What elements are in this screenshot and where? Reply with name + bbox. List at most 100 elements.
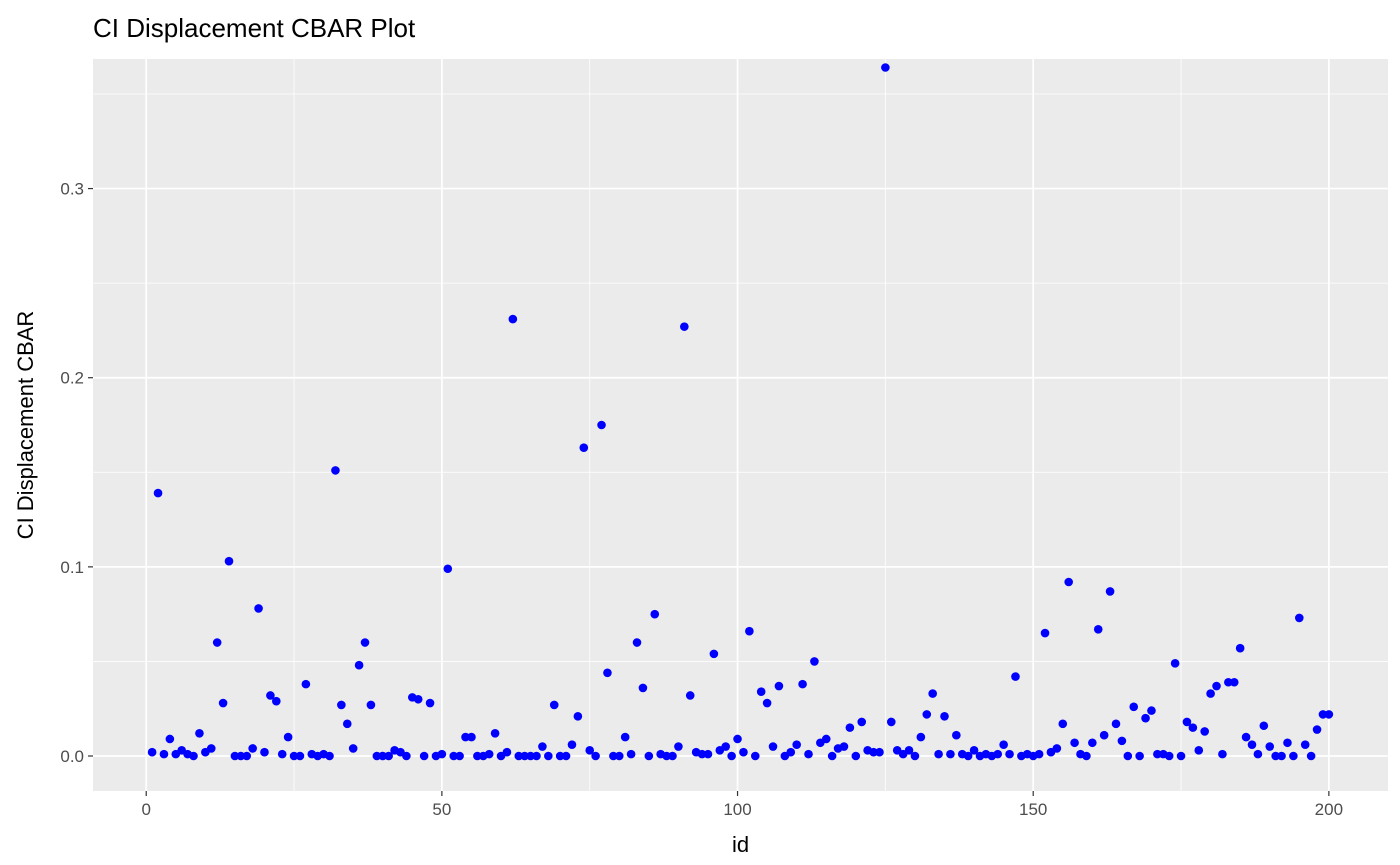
data-point (1153, 749, 1162, 759)
data-point (952, 730, 961, 740)
data-point (597, 420, 606, 430)
data-point (756, 687, 766, 696)
plot-panel (93, 59, 1388, 791)
data-point (1295, 613, 1304, 623)
data-point (1093, 624, 1103, 634)
data-point (567, 740, 577, 749)
data-point (1052, 744, 1062, 753)
data-point (301, 679, 311, 689)
data-point (1111, 719, 1121, 729)
data-point (768, 742, 778, 751)
data-point (845, 723, 855, 732)
data-point (810, 657, 819, 666)
data-point (609, 751, 618, 761)
data-point (283, 732, 293, 742)
data-point (745, 626, 754, 636)
data-point (484, 749, 494, 759)
data-point (792, 740, 801, 749)
data-point (1188, 723, 1198, 732)
data-point (668, 751, 677, 761)
data-point (904, 746, 914, 755)
data-point (626, 749, 636, 759)
data-point (821, 734, 831, 744)
data-point (549, 700, 559, 710)
data-point (674, 742, 683, 751)
data-point (910, 751, 920, 761)
data-point (1099, 730, 1109, 740)
data-point (1318, 710, 1328, 719)
data-point (969, 746, 979, 755)
data-point (502, 747, 512, 757)
data-point (1176, 751, 1186, 761)
x-tick-label: 200 (1315, 800, 1343, 819)
data-point (289, 751, 299, 761)
data-point (165, 734, 175, 744)
data-point (680, 322, 689, 331)
data-point (827, 751, 837, 761)
data-point (514, 751, 524, 761)
y-tick-label: 0.1 (60, 558, 84, 577)
data-point (774, 681, 784, 691)
data-point (561, 751, 571, 761)
data-point (348, 744, 358, 753)
y-axis-ticks: 0.0 0.1 0.2 0.3 (60, 180, 93, 766)
data-point (272, 696, 281, 706)
data-point (1005, 749, 1014, 759)
data-point (224, 556, 234, 566)
data-point (1306, 751, 1316, 761)
data-point (573, 711, 583, 721)
data-point (762, 698, 772, 708)
data-point (1170, 659, 1180, 668)
data-point (750, 751, 760, 761)
data-point (218, 698, 228, 708)
data-point (544, 751, 553, 761)
data-point (1141, 713, 1150, 723)
data-point (455, 751, 464, 761)
data-point (1058, 719, 1068, 729)
data-point (508, 314, 518, 324)
data-point (1229, 677, 1239, 687)
data-point (620, 732, 630, 742)
data-point (230, 751, 240, 761)
data-point (242, 751, 252, 761)
data-point (1040, 628, 1050, 638)
data-point (1324, 710, 1334, 719)
data-point (212, 638, 222, 647)
data-point (1011, 672, 1020, 681)
data-point (786, 747, 796, 757)
data-point (1064, 577, 1073, 587)
data-point (1147, 706, 1156, 715)
data-point (940, 711, 949, 721)
data-point (839, 742, 849, 751)
data-point (1200, 727, 1209, 736)
data-point (881, 63, 890, 72)
data-point (632, 638, 642, 647)
data-point (1182, 717, 1192, 727)
data-point (922, 710, 932, 719)
data-point (851, 751, 861, 761)
y-tick-label: 0.2 (60, 369, 84, 388)
data-point (1212, 681, 1221, 691)
y-axis-title: CI Displacement CBAR (13, 311, 38, 540)
data-point (644, 751, 654, 761)
data-point (538, 742, 547, 751)
x-axis-title: id (732, 832, 749, 857)
data-point (1247, 740, 1257, 749)
data-point (342, 719, 352, 729)
data-point (638, 683, 648, 693)
data-point (993, 749, 1003, 759)
data-point (147, 747, 157, 757)
data-point (709, 649, 719, 659)
x-tick-label: 150 (1019, 800, 1047, 819)
y-tick-label: 0.3 (60, 180, 84, 199)
data-point (266, 691, 275, 700)
data-point (189, 751, 198, 761)
data-point (798, 679, 807, 689)
data-point (1034, 749, 1044, 759)
data-point (1224, 677, 1233, 687)
data-point (1117, 736, 1127, 746)
data-point (360, 638, 370, 647)
data-point (1218, 749, 1227, 759)
data-point (685, 691, 695, 700)
data-point (1253, 749, 1263, 759)
